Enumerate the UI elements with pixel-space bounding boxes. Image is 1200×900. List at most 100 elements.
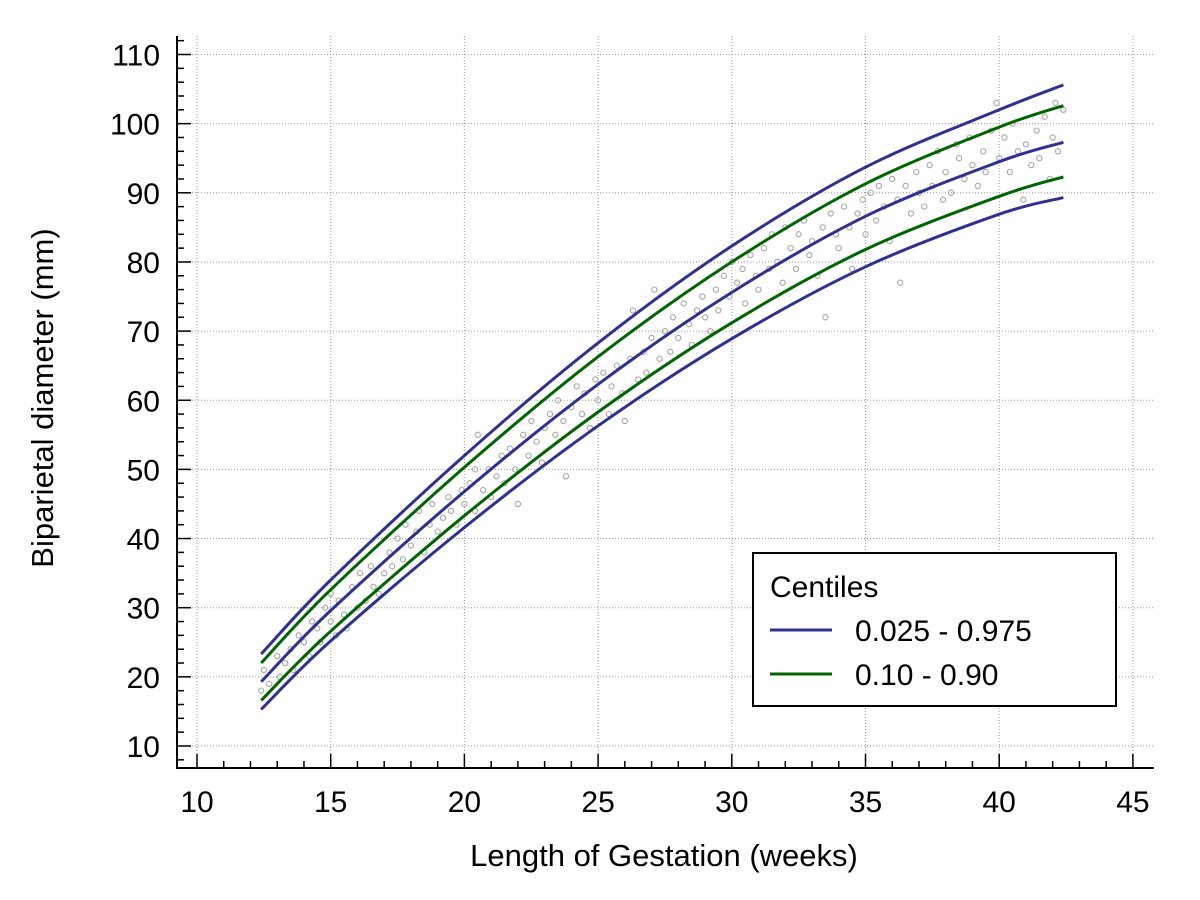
data-point — [913, 168, 920, 176]
data-point — [947, 189, 955, 196]
data-point — [675, 334, 682, 342]
centile-curve-0-975 — [260, 83, 1064, 656]
data-point — [873, 217, 880, 224]
data-point — [479, 486, 487, 494]
data-point — [755, 286, 762, 293]
data-point — [399, 556, 407, 563]
data-point — [498, 452, 505, 459]
centile-curve-0-025 — [260, 196, 1064, 711]
data-point — [680, 300, 687, 307]
data-point — [1028, 161, 1035, 169]
data-point — [274, 652, 281, 660]
legend: Centiles 0.025 - 0.975 0.10 - 0.90 — [752, 552, 1117, 707]
data-point — [1022, 141, 1030, 148]
data-point — [439, 514, 447, 521]
data-point — [1041, 113, 1048, 120]
x-tick-label: 35 — [849, 786, 882, 819]
data-point — [701, 314, 709, 321]
data-point — [474, 431, 481, 438]
y-axis-label: Biparietal diameter (mm) — [25, 228, 60, 567]
data-point — [819, 224, 826, 231]
y-tick-label: 100 — [110, 109, 160, 142]
data-point — [314, 625, 321, 632]
data-point — [840, 203, 848, 210]
data-point — [533, 438, 540, 445]
data-point — [902, 182, 909, 190]
data-point — [356, 569, 364, 577]
data-point — [661, 327, 669, 335]
data-point — [375, 590, 382, 598]
data-point — [327, 618, 334, 625]
data-point — [308, 618, 316, 625]
data-point — [447, 507, 455, 515]
data-point — [295, 632, 302, 639]
data-point — [787, 244, 794, 252]
y-tick-label: 40 — [127, 524, 160, 557]
y-tick-label: 80 — [127, 247, 160, 280]
data-point — [942, 168, 949, 176]
data-point — [1036, 155, 1043, 162]
data-point — [608, 383, 615, 390]
data-point — [300, 639, 308, 646]
x-axis-label: Length of Gestation (weeks) — [470, 838, 858, 873]
data-point — [1006, 168, 1014, 176]
data-point — [867, 189, 874, 196]
data-point — [651, 286, 658, 293]
y-tick-label: 60 — [127, 385, 160, 418]
data-point — [600, 369, 607, 376]
centile-curve-0-50 — [260, 140, 1064, 683]
data-point — [720, 272, 727, 279]
data-point — [629, 307, 637, 314]
data-point — [282, 659, 289, 667]
data-point — [907, 210, 915, 217]
data-point — [322, 604, 329, 611]
data-point — [367, 563, 374, 570]
data-point — [982, 168, 989, 176]
data-point — [969, 161, 976, 169]
data-point — [835, 244, 842, 252]
data-point — [266, 680, 273, 687]
data-point — [493, 473, 500, 480]
data-point — [394, 535, 401, 542]
data-point — [370, 583, 377, 591]
y-tick-label: 10 — [127, 731, 160, 764]
data-point — [889, 175, 896, 183]
data-point — [594, 397, 602, 404]
centile-curve-0-90 — [260, 104, 1064, 665]
data-point — [921, 203, 928, 210]
data-point — [980, 148, 987, 155]
data-point — [578, 410, 586, 418]
centile-curve-0-10 — [260, 175, 1064, 702]
data-point — [613, 362, 620, 369]
x-tick-label: 45 — [1116, 786, 1149, 819]
data-point — [562, 473, 570, 480]
data-point — [528, 417, 535, 425]
data-point — [461, 500, 468, 508]
x-tick-label: 15 — [314, 786, 347, 819]
data-point — [621, 417, 628, 425]
data-point — [552, 431, 559, 438]
data-point — [747, 251, 754, 259]
data-point — [501, 480, 508, 487]
data-point — [862, 231, 869, 238]
data-point — [260, 666, 268, 674]
data-point — [1049, 134, 1056, 141]
y-tick-label: 90 — [127, 178, 160, 211]
data-point — [792, 265, 800, 273]
data-point — [445, 493, 452, 501]
data-point — [381, 569, 388, 577]
data-point — [806, 251, 813, 259]
data-point — [402, 521, 409, 528]
legend-label-outer-centiles: 0.025 - 0.975 — [855, 615, 1032, 648]
x-tick-label: 20 — [448, 786, 481, 819]
data-point — [742, 300, 749, 307]
y-tick-label: 20 — [127, 662, 160, 695]
data-point — [258, 687, 265, 694]
y-tick-label: 110 — [112, 40, 160, 73]
x-tick-label: 10 — [180, 786, 213, 819]
axes: 10 15 20 25 30 35 40 45 10 20 30 40 50 60 70 80 90 100 110 — [110, 36, 1154, 819]
data-point — [471, 466, 479, 473]
data-point — [733, 279, 741, 286]
